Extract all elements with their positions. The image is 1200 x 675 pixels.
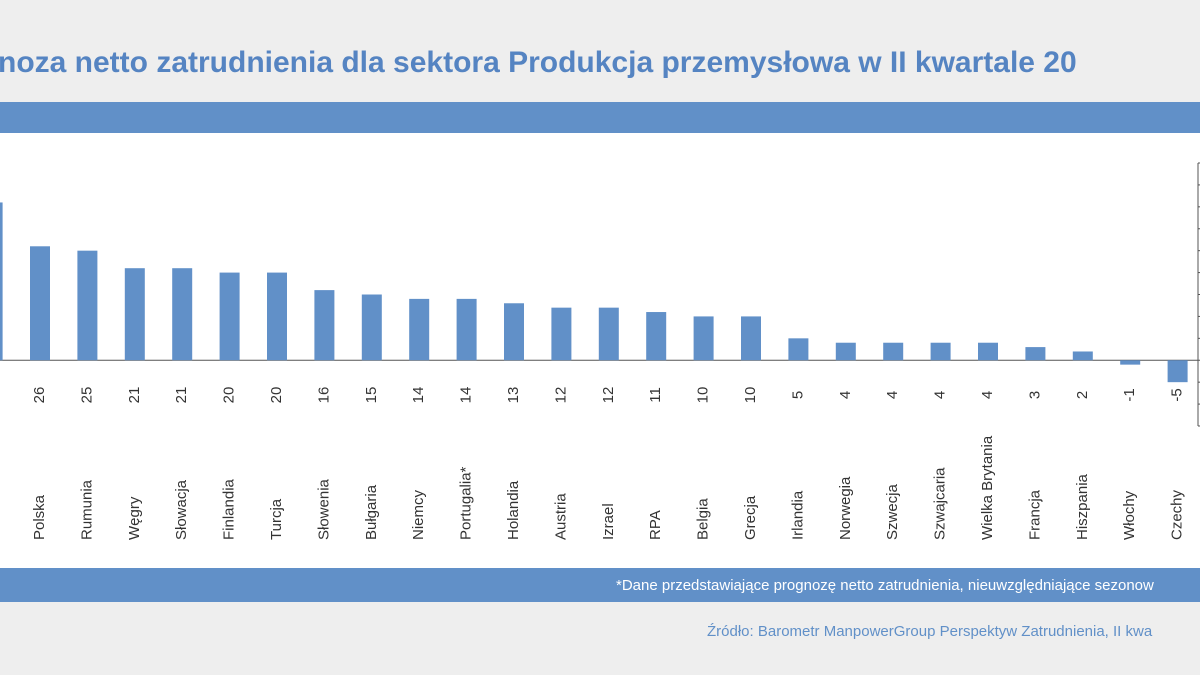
- value-label: 12: [600, 387, 617, 404]
- value-label: 16: [315, 387, 332, 404]
- bar: [883, 342, 904, 361]
- x-tick-label: Portugalia*: [458, 466, 475, 540]
- x-tick-label: Rumunia: [78, 479, 95, 540]
- x-tick-label: Wielka Brytania: [979, 435, 996, 540]
- x-tick-label: Czechy: [1169, 489, 1186, 540]
- bar: [1072, 351, 1093, 361]
- footnote-band: [0, 568, 1200, 602]
- bar: [409, 298, 430, 361]
- bar: [456, 298, 477, 361]
- value-label: 20: [221, 387, 238, 404]
- x-tick-label: Francja: [1026, 489, 1043, 540]
- bar: [930, 342, 951, 361]
- x-tick-label: Hiszpania: [1074, 473, 1091, 540]
- bar: [693, 316, 714, 361]
- value-label: 25: [78, 387, 95, 404]
- value-label: 36: [0, 387, 1, 404]
- bar: [314, 290, 335, 361]
- bar: [504, 303, 524, 361]
- footnote: *Dane przedstawiające prognozę netto zat…: [616, 577, 1154, 594]
- value-label: 5: [789, 391, 806, 399]
- bar: [0, 202, 3, 361]
- bar: [835, 342, 856, 361]
- value-label: 13: [505, 387, 522, 404]
- value-label: -1: [1121, 388, 1138, 401]
- x-tick-label: Izrael: [600, 503, 617, 540]
- value-label: 21: [173, 387, 190, 404]
- value-label: 11: [647, 387, 664, 403]
- x-tick-label: Finlandia: [221, 478, 238, 540]
- bar: [551, 307, 572, 361]
- value-label: 3: [1026, 391, 1043, 399]
- x-tick-label: Irlandia: [789, 490, 806, 540]
- x-tick-label: Szwajcaria: [932, 467, 949, 540]
- x-tick-label: Słowacja: [173, 479, 190, 540]
- bar: [77, 250, 98, 361]
- x-tick-label: Szwecja: [884, 483, 901, 540]
- bar: [978, 342, 998, 361]
- value-label: -5: [1169, 388, 1186, 401]
- value-label: 2: [1074, 391, 1091, 399]
- value-label: 21: [126, 387, 143, 404]
- x-tick-label: Belgia: [695, 498, 712, 540]
- bar: [361, 294, 382, 361]
- bar: [1167, 360, 1188, 383]
- value-label: 10: [695, 387, 712, 404]
- value-label: 4: [979, 391, 996, 399]
- x-tick-label: Norwegia: [837, 476, 854, 540]
- value-label: 10: [742, 387, 759, 404]
- bar: [172, 268, 193, 361]
- bar: [124, 268, 145, 361]
- bar: [788, 338, 809, 361]
- x-tick-label: Holandia: [505, 480, 522, 540]
- x-tick-label: Polska: [31, 494, 48, 540]
- value-label: 14: [410, 387, 427, 404]
- x-tick-label: Bułgaria: [363, 484, 380, 540]
- x-tick-label: Węgry: [126, 496, 143, 540]
- bar: [219, 272, 240, 361]
- bar: [30, 246, 50, 361]
- top-band: [0, 102, 1200, 133]
- value-label: 14: [458, 387, 475, 404]
- x-tick-label: Włochy: [1121, 490, 1138, 540]
- source: Źródło: Barometr ManpowerGroup Perspekty…: [707, 623, 1153, 640]
- bar: [1025, 347, 1046, 361]
- x-tick-label: Grecja: [742, 495, 759, 540]
- value-label: 26: [31, 387, 48, 404]
- x-tick-label: Niemcy: [410, 489, 427, 540]
- value-label: 12: [552, 387, 569, 404]
- x-tick-label: RPA: [647, 510, 664, 540]
- plot: 3626Polska25Rumunia21Węgry21Słowacja20Fi…: [0, 162, 1200, 540]
- bar: [646, 312, 667, 361]
- x-tick-label: Słowenia: [315, 478, 332, 540]
- value-label: 20: [268, 387, 285, 404]
- bar: [1120, 360, 1141, 365]
- x-tick-label: Turcja: [268, 498, 285, 540]
- bar: [598, 307, 619, 361]
- x-tick-label: Austria: [552, 493, 569, 540]
- chart-title: noza netto zatrudnienia dla sektora Prod…: [0, 46, 1077, 79]
- value-label: 4: [932, 391, 949, 399]
- value-label: 4: [837, 391, 854, 399]
- bar: [741, 316, 761, 361]
- value-label: 15: [363, 387, 380, 404]
- value-label: 4: [884, 391, 901, 399]
- bar: [267, 272, 287, 361]
